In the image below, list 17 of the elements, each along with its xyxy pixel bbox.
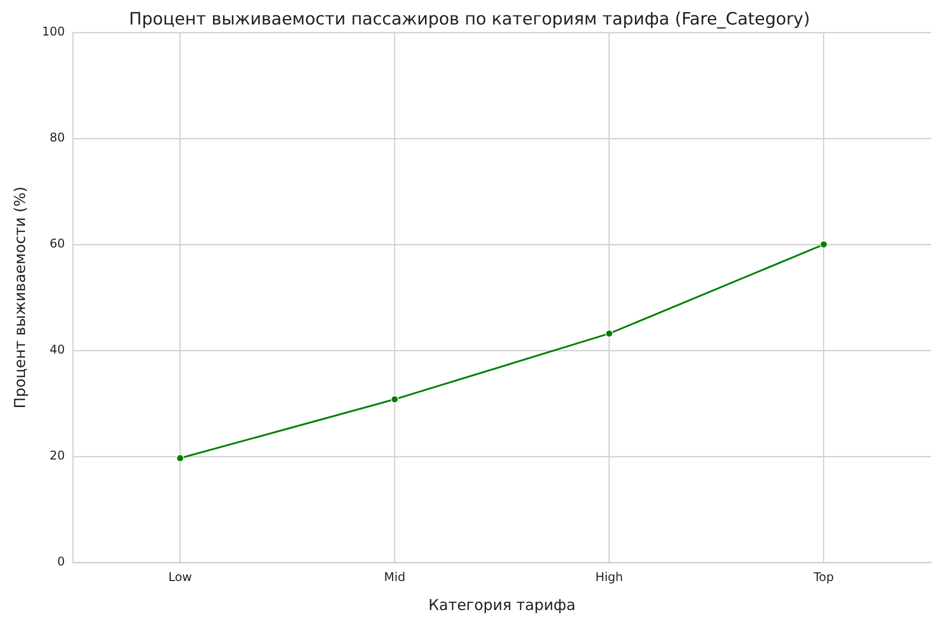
y-tick-label: 0 bbox=[57, 554, 65, 569]
point bbox=[605, 330, 614, 338]
y-axis-title: Процент выживаемости (%) bbox=[10, 186, 29, 408]
y-tick-label: 40 bbox=[50, 342, 65, 357]
y-tick-label: 80 bbox=[50, 130, 65, 145]
x-axis-title: Категория тарифа bbox=[428, 596, 576, 614]
y-tick-label: 100 bbox=[42, 24, 65, 39]
y-tick-label: 20 bbox=[50, 448, 65, 463]
x-tick-label: Top bbox=[812, 570, 834, 584]
x-tick-label: Mid bbox=[384, 570, 406, 584]
point bbox=[390, 395, 399, 404]
y-tick-label: 60 bbox=[50, 236, 65, 251]
x-tick-label: Low bbox=[168, 570, 192, 584]
point bbox=[820, 240, 828, 248]
point bbox=[176, 454, 184, 462]
chart-title: Процент выживаемости пассажиров по категориям тарифа (Fare_Category) bbox=[129, 10, 810, 30]
x-tick-label: High bbox=[595, 570, 624, 584]
